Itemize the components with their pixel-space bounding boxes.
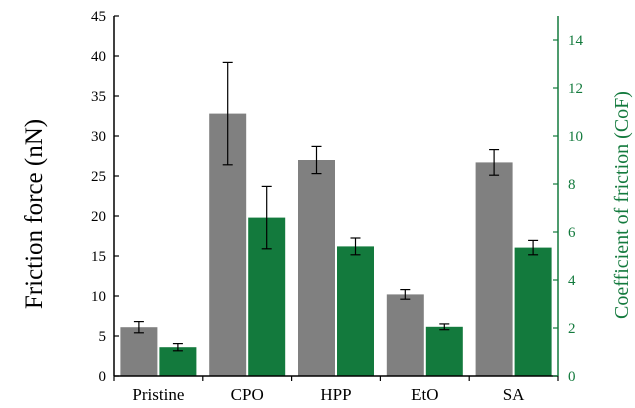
friction-bar-3	[386, 294, 424, 376]
cof-bar-4	[514, 247, 552, 376]
cof-bar-0	[159, 347, 197, 376]
right-tick-label-1: 2	[568, 321, 576, 337]
category-label-4: SA	[503, 385, 525, 404]
category-label-1: CPO	[231, 385, 264, 404]
left-tick-label-0: 0	[99, 369, 107, 385]
y2-axis-title: Coefficient of friction (CoF)	[611, 91, 633, 319]
right-tick-label-0: 0	[568, 369, 576, 385]
right-tick-label-5: 10	[568, 129, 583, 145]
left-tick-label-4: 20	[91, 209, 106, 225]
friction-bar-4	[475, 162, 513, 376]
left-tick-label-2: 10	[91, 289, 106, 305]
friction-bar-0	[120, 327, 158, 376]
right-tick-label-7: 14	[568, 33, 584, 49]
cof-bar-3	[425, 326, 463, 376]
cof-bar-2	[337, 246, 374, 376]
right-tick-label-4: 8	[568, 177, 576, 193]
y-axis-title: Friction force (nN)	[21, 119, 48, 309]
category-label-3: EtO	[411, 385, 438, 404]
left-tick-label-8: 40	[91, 49, 106, 65]
plot-area: 0 5 10 15 20 25 30 35 40 45 0 2 4 6 8 10 12 14 Pristine CPO…	[91, 9, 584, 404]
category-label-2: HPP	[320, 385, 351, 404]
left-tick-label-3: 15	[91, 249, 106, 265]
left-tick-label-9: 45	[91, 9, 106, 25]
left-tick-label-6: 30	[91, 129, 106, 145]
category-label-0: Pristine	[132, 385, 184, 404]
right-tick-label-6: 12	[568, 81, 583, 97]
left-tick-label-1: 5	[99, 329, 107, 345]
left-tick-label-7: 35	[91, 89, 106, 105]
right-tick-label-3: 6	[568, 225, 576, 241]
friction-bar-2	[298, 160, 335, 376]
left-tick-label-5: 25	[91, 169, 106, 185]
right-tick-label-2: 4	[568, 273, 576, 289]
